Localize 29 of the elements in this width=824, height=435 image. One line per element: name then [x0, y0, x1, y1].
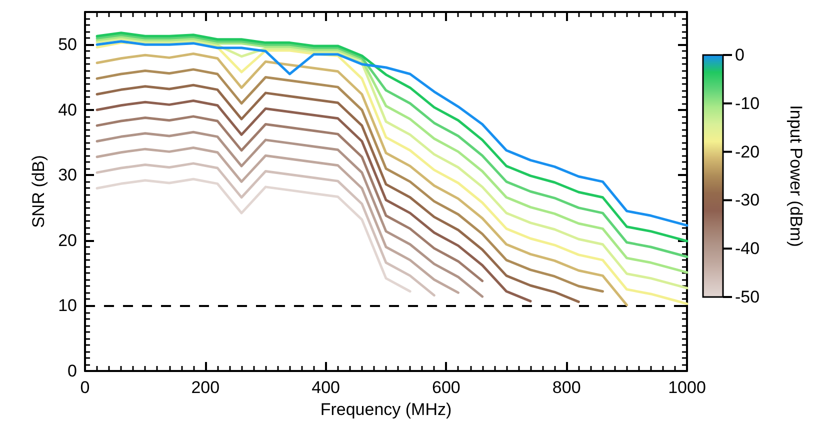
x-tick-label: 600 — [432, 378, 460, 397]
x-tick-label: 0 — [80, 378, 90, 397]
color-bar-title: Input Power (dBm) — [786, 105, 806, 247]
y-tick-label: 50 — [58, 35, 77, 54]
color-bar-label: -40 — [735, 239, 760, 258]
color-bar-label: -30 — [735, 190, 760, 210]
line-series — [96, 68, 604, 293]
color-bar-label: -20 — [735, 142, 760, 162]
x-tick-label: 400 — [312, 378, 340, 397]
y-tick-label: 10 — [58, 296, 77, 316]
x-tick-label: 800 — [552, 378, 581, 397]
line-series — [96, 178, 412, 293]
color-bar-label: 0 — [735, 46, 744, 64]
line-series — [96, 115, 484, 282]
color-bar-label: -50 — [735, 288, 760, 306]
line-series — [96, 146, 460, 294]
line-series — [96, 162, 436, 297]
line-series — [96, 100, 532, 302]
y-tick-label: 30 — [58, 166, 77, 185]
line-series — [96, 84, 580, 304]
y-tick-label: 40 — [58, 100, 77, 120]
line-series — [96, 130, 484, 298]
x-tick-label: 200 — [191, 378, 220, 397]
x-axis-title: Frequency (MHz) — [320, 400, 452, 419]
x-tick-label: 1000 — [668, 378, 706, 397]
color-bar-label: -10 — [735, 94, 760, 113]
y-tick-label: 20 — [58, 230, 77, 250]
y-axis-title: SNR (dB) — [29, 155, 48, 228]
y-tick-label: 0 — [68, 362, 77, 380]
